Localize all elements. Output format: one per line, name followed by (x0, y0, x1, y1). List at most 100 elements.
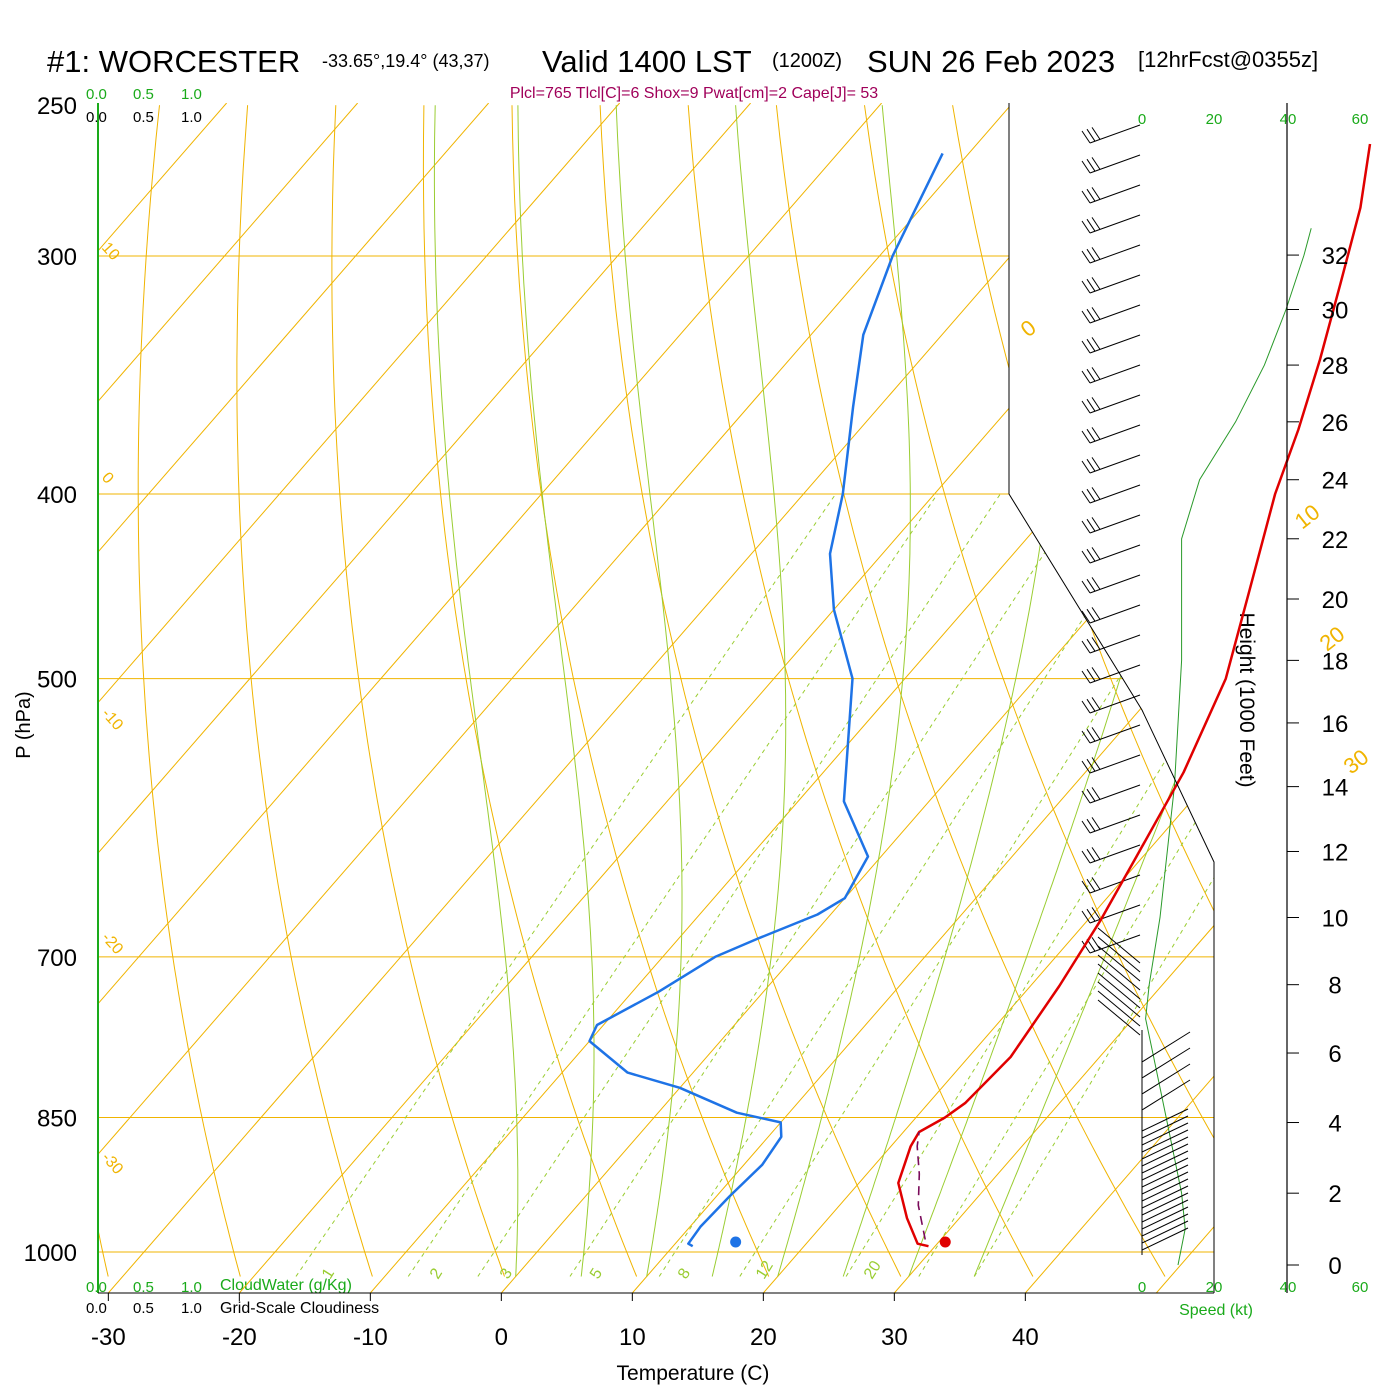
wind-barb-flag (1091, 247, 1101, 260)
wind-barb (1089, 544, 1141, 564)
dry-adiabat-line (137, 105, 241, 1277)
parcel-line (916, 1131, 926, 1240)
dry-adiabat-label: -20 (98, 929, 126, 958)
wind-barb (1097, 927, 1141, 964)
wind-barb (1141, 1192, 1189, 1216)
dry-adiabat-line (331, 105, 505, 1277)
wind-barb (1141, 1150, 1189, 1174)
temperature-tick-label: 30 (881, 1324, 908, 1351)
moist-adiabat-line (517, 105, 595, 1277)
wind-barb (1097, 972, 1141, 1009)
wind-barb-flag (1081, 460, 1091, 474)
wind-barb-flag (1081, 760, 1091, 774)
wind-barb-flag (1091, 817, 1101, 830)
dry-adiabat-line (1393, 105, 1400, 1276)
pressure-tick-label: 850 (37, 1106, 77, 1133)
wind-barb (1089, 304, 1141, 324)
height-tick-label: 8 (1328, 973, 1341, 1000)
temperature-tick-label: -10 (353, 1324, 388, 1351)
wind-barb-flag (1081, 250, 1091, 264)
wind-barb-flag (1091, 727, 1101, 740)
cloudiness-label: Grid-Scale Cloudiness (220, 1300, 379, 1317)
wind-barb-flag (1081, 910, 1091, 924)
wind-barb-flag (1081, 400, 1091, 414)
wind-barb (1141, 1185, 1189, 1209)
valid-time: Valid 1400 LST (542, 44, 752, 79)
station-title: #1: WORCESTER (47, 44, 300, 79)
height-tick-label: 10 (1322, 906, 1349, 933)
isotherm-line (98, 103, 1014, 1293)
wind-barb (1089, 784, 1141, 804)
speed-tick: 20 (1206, 111, 1223, 128)
wind-barb-flag (1091, 127, 1101, 140)
wind-barb-flag (1081, 880, 1091, 894)
wind-barb-flag (1081, 520, 1091, 534)
mixing-ratio-line (739, 493, 1214, 1277)
wind-barb-flag (1081, 220, 1091, 234)
isotherm-line (1155, 103, 1214, 1293)
isotherm-line (1024, 103, 1214, 1293)
wind-barb-flag (1086, 338, 1096, 352)
wind-barb (1097, 999, 1141, 1036)
wind-barb (1089, 514, 1141, 534)
wind-barb (1089, 904, 1141, 924)
isotherm-label: 0 (1016, 315, 1041, 342)
wind-barb (1141, 1108, 1189, 1132)
speed-tick: 60 (1352, 111, 1369, 128)
isotherm-line (98, 103, 490, 1293)
wind-speed-line (1145, 228, 1312, 1266)
wind-barb-flag (1091, 787, 1101, 800)
station-coords: -33.65°,19.4° (43,37) (322, 51, 490, 71)
wind-barb-flag (1081, 130, 1091, 144)
y-axis-title: P (hPa) (13, 691, 35, 758)
wind-barb-flag (1086, 488, 1096, 502)
dewpoint-line (588, 152, 944, 1248)
wind-barb-flag (1086, 128, 1096, 142)
wind-barb-flag (1081, 370, 1091, 384)
top-cloudiness-scale: 0.0 0.5 1.0 (86, 109, 202, 126)
wind-barb-flag (1081, 790, 1091, 804)
cloudiness-tick: 0.0 (86, 109, 107, 126)
speed-scale-bottom: 0 20 40 60 Speed (kt) (1138, 1279, 1369, 1319)
pressure-tick-label: 250 (37, 93, 77, 120)
isotherm-line (369, 103, 1214, 1293)
moist-adiabat-line (973, 105, 1214, 1277)
mixing-ratio-label: 12 (753, 1258, 777, 1282)
parcel-params: Plcl=765 Tlcl[C]=6 Shox=9 Pwat[cm]=2 Cap… (510, 85, 878, 102)
wind-barb-flag (1091, 427, 1101, 440)
pressure-tick-label: 500 (37, 667, 77, 694)
wind-barb-flag (1091, 187, 1101, 200)
wind-barb-flag (1091, 847, 1101, 860)
speed-scale-top: 0 20 40 60 (1138, 111, 1369, 128)
height-tick-label: 4 (1328, 1111, 1341, 1138)
speed-tick: 0 (1138, 1279, 1146, 1296)
wind-barb (1089, 694, 1141, 714)
wind-barb (1089, 814, 1141, 834)
valid-date: SUN 26 Feb 2023 (867, 44, 1115, 79)
wind-barb-flag (1086, 548, 1096, 562)
dry-adiabat-line (775, 105, 1166, 1277)
wind-barb (1141, 1047, 1191, 1079)
cloudwater-tick: 0.0 (86, 86, 107, 103)
cloudwater-tick: 0.0 (86, 1279, 107, 1296)
wind-barb-flag (1086, 308, 1096, 322)
dry-adiabat-line (1128, 105, 1214, 1277)
wind-barb-flag (1086, 278, 1096, 292)
forecast-label: [12hrFcst@0355z] (1138, 47, 1318, 72)
isotherm-line (98, 103, 359, 1293)
wind-barb-flag (1086, 608, 1096, 622)
cloudwater-tick: 1.0 (181, 86, 202, 103)
wind-barb (1141, 1115, 1189, 1139)
speed-tick: 60 (1352, 1279, 1369, 1296)
wind-barb-flag (1086, 578, 1096, 592)
clipped-grid (98, 103, 1400, 1293)
wind-barb-flag (1091, 157, 1101, 170)
mixing-ratio-line (569, 493, 1084, 1277)
cloudwater-tick: 1.0 (181, 1279, 202, 1296)
wind-barb-flag (1091, 607, 1101, 620)
pressure-tick-label: 1000 (24, 1240, 77, 1267)
wind-barb (1141, 1143, 1189, 1167)
wind-barb-flag (1081, 550, 1091, 564)
speed-axis-label: Speed (kt) (1179, 1302, 1253, 1319)
